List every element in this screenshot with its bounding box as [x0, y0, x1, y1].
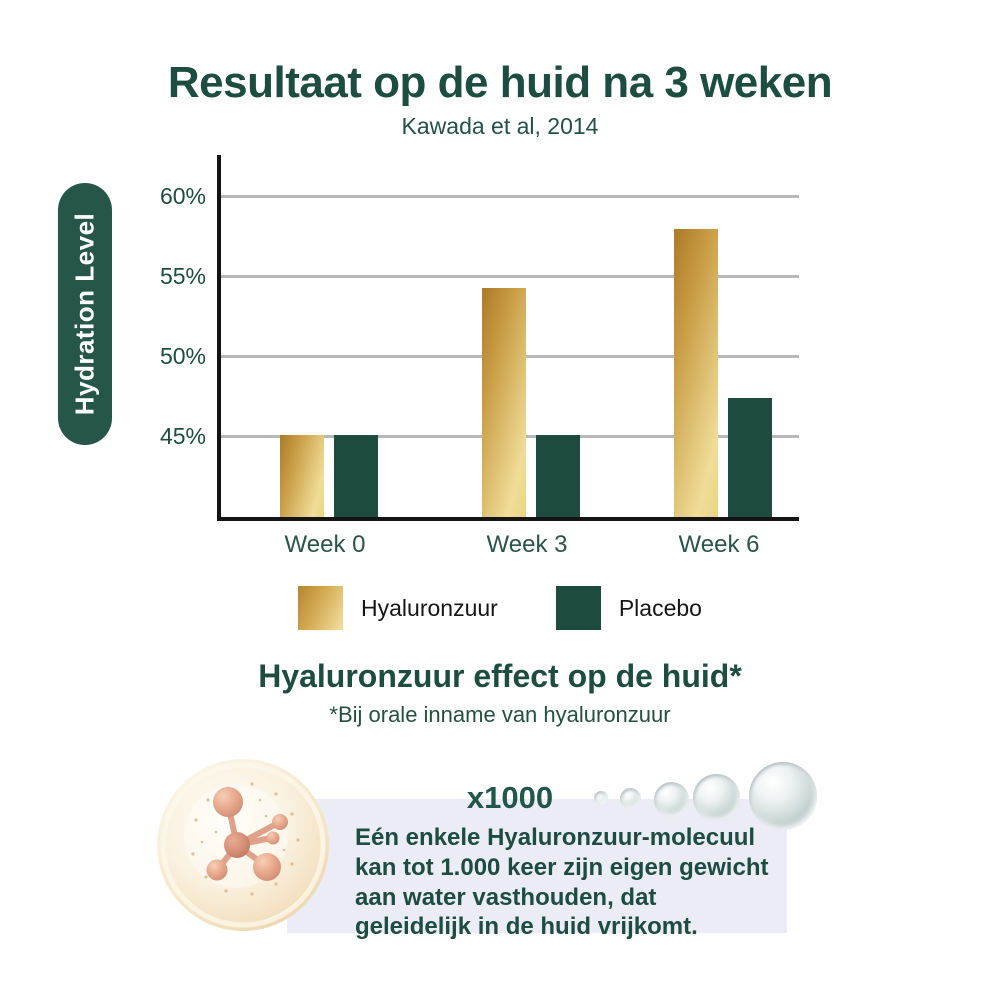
legend-item-placebo: Placebo — [555, 586, 702, 630]
y-axis-label-pill: Hydration Level — [58, 183, 112, 445]
legend-item-hyaluronzuur: Hyaluronzuur — [298, 586, 498, 630]
section-subheading: *Bij orale inname van hyaluronzuur — [329, 702, 671, 727]
y-tick-label: 60% — [159, 183, 206, 209]
y-tick-label: 45% — [159, 423, 206, 449]
x-axis-label: Week 3 — [486, 531, 568, 558]
water-bubble-icon — [749, 762, 817, 830]
bar-placebo-week-6 — [728, 398, 772, 517]
y-tick-label: 55% — [159, 263, 206, 289]
placebo-swatch-icon — [555, 586, 601, 630]
bar-placebo-week-3 — [536, 435, 580, 517]
legend-label: Hyaluronzuur — [361, 594, 498, 621]
water-bubble-icon — [654, 782, 689, 817]
multiplier-label: x1000 — [466, 780, 554, 815]
bar-hyaluronzuur-week-0 — [280, 435, 324, 517]
bar-hyaluronzuur-week-3 — [482, 287, 526, 517]
molecule-bubble-icon — [157, 759, 329, 931]
legend-label: Placebo — [618, 594, 702, 621]
info-box: Eén enkele Hyaluronzuur-molecuul kan tot… — [287, 799, 787, 940]
water-bubble-icon — [693, 774, 740, 821]
page-title: Resultaat op de huid na 3 weken — [167, 58, 833, 107]
x-axis-label: Week 6 — [678, 531, 760, 558]
y-tick-label: 50% — [159, 343, 206, 369]
gridline — [221, 195, 799, 198]
chart-legend: Hyaluronzuur Placebo — [0, 586, 1000, 630]
bar-chart-plot-area — [217, 155, 799, 521]
water-bubble-icon — [620, 788, 641, 809]
bar-hyaluronzuur-week-6 — [674, 228, 718, 517]
molecule-bubble-illustration — [156, 758, 330, 932]
section-heading: Hyaluronzuur effect op de huid* — [258, 658, 742, 694]
y-axis-label: Hydration Level — [69, 212, 100, 416]
hyaluronzuur-swatch-icon — [298, 586, 344, 630]
gridline — [221, 275, 799, 278]
bar-placebo-week-0 — [334, 435, 378, 517]
water-bubble-icon — [594, 791, 608, 805]
page-subtitle: Kawada et al, 2014 — [401, 113, 599, 139]
x-axis-label: Week 0 — [284, 531, 366, 558]
info-text: Eén enkele Hyaluronzuur-molecuul kan tot… — [355, 824, 769, 941]
